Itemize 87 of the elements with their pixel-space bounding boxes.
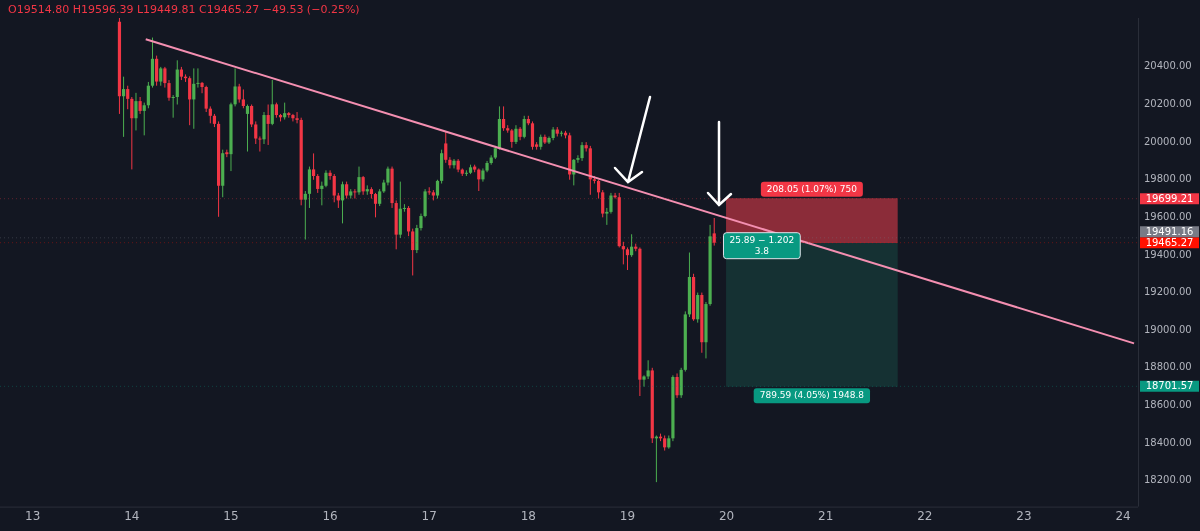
candlestick [386,166,390,186]
candlestick [361,175,365,196]
candlestick [250,104,254,128]
y-tick-label: 20200.00 [1144,98,1192,110]
x-tick-label: 22 [917,508,933,523]
candlestick [159,66,163,87]
candlestick [406,205,411,237]
candlestick [192,67,196,130]
candlestick [601,189,605,218]
x-tick-label: 24 [1115,508,1131,523]
y-tick-label: 19000.00 [1144,323,1192,335]
candlestick [311,152,316,181]
candlestick [530,120,535,151]
candlestick [155,55,159,87]
candlestick [245,104,250,153]
candlestick [625,246,630,271]
candlestick [171,94,175,119]
x-tick-label: 20 [718,508,735,523]
candlestick [357,166,361,196]
x-tick-label: 16 [322,508,338,523]
x-tick-label: 21 [818,508,834,523]
candlestick [435,179,440,200]
candlestick [303,190,307,241]
candlestick [121,76,126,138]
candlestick [258,135,262,153]
candlestick [130,96,134,170]
y-tick-label: 20400.00 [1144,60,1192,72]
candlestick [291,113,295,122]
candlestick [522,115,526,139]
candlestick [373,192,378,218]
candlestick [142,102,146,136]
x-tick-label: 19 [619,508,636,523]
candlestick [609,192,613,215]
ref-line-label: 19465.27 [1145,236,1194,248]
y-tick-label: 18200.00 [1144,474,1192,486]
text: O19514.80 H19596.39 L19449.81 C19465.27 −49.53 (−0.25%) [8,2,360,16]
annotation: 789.59 (4.05%) 1948.8 [759,390,865,401]
candlestick [621,241,625,265]
candlestick [295,111,299,124]
x-tick-label: 15 [223,508,239,523]
annotation: 208.05 (1.07%) 750 [766,183,858,194]
x-tick-label: 17 [421,508,437,523]
candlestick [340,181,345,224]
candlestick [411,228,415,276]
y-tick-label: 20000.00 [1144,135,1192,147]
ref-line-label: 18701.57 [1145,380,1194,392]
candlestick [514,124,518,145]
candlestick [444,131,448,164]
y-tick-label: 19800.00 [1144,173,1192,185]
candlestick [188,75,192,126]
candlestick [353,188,357,200]
candlestick [452,158,456,169]
candlestick [510,128,514,149]
candlestick [126,85,130,110]
candlestick [328,169,332,181]
candlestick [241,88,245,109]
candlestick [712,217,716,247]
candlestick [675,372,679,399]
candlestick [204,85,208,113]
candlestick [196,67,200,89]
candlestick [237,83,241,104]
candlestick [646,359,650,380]
y-tick-label: 19200.00 [1144,286,1192,298]
candlestick [266,104,270,146]
candlestick [415,224,419,254]
x-tick-label: 23 [1016,508,1032,523]
y-tick-label: 19400.00 [1144,248,1192,260]
candlestick [316,173,320,194]
candlestick [254,120,258,145]
x-tick-label: 13 [25,508,41,523]
candlestick [134,92,138,131]
y-tick-label: 19600.00 [1144,210,1192,222]
candlestick [580,141,584,162]
candlestick [270,79,274,126]
candlestick [320,181,324,206]
x-tick-label: 14 [124,508,140,523]
y-tick-label: 18600.00 [1144,399,1192,411]
candlestick [332,173,336,203]
y-tick-label: 18400.00 [1144,436,1192,448]
y-tick-label: 18800.00 [1144,361,1192,373]
ref-line-label: 19491.16 [1145,225,1194,237]
ref-line-label: 19699.21 [1145,192,1194,204]
candlestick [200,81,204,94]
candlestick [501,105,506,132]
annotation: 25.89 − 1.202 3.8 [729,234,795,256]
x-tick-label: 18 [520,508,536,523]
candlestick [146,81,150,109]
